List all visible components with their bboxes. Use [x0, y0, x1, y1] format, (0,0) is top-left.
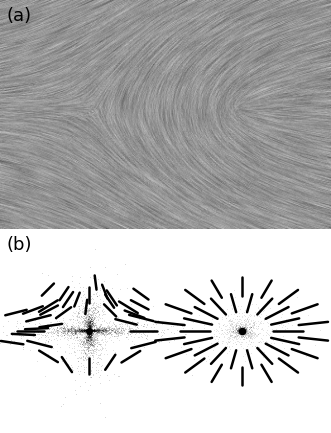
Text: (a): (a): [7, 7, 32, 25]
Text: (b): (b): [7, 236, 32, 254]
